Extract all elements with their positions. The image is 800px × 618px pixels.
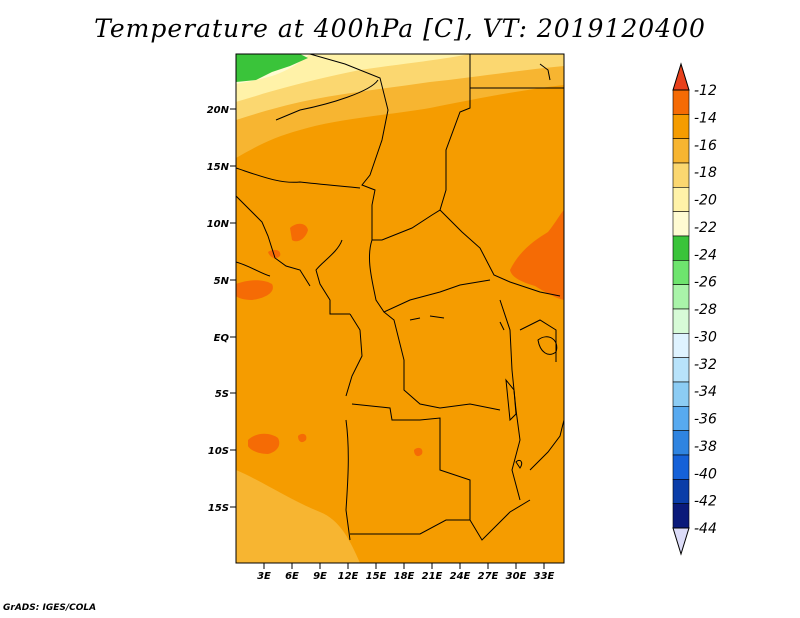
field-patch-angola [248, 433, 280, 454]
lake-marker-1 [515, 459, 523, 469]
colorbar-label: -38 [694, 439, 717, 455]
field-patch-small1 [298, 433, 307, 443]
map-title: Temperature at 400hPa [C], VT: 201912040… [94, 14, 706, 43]
lat-labels: 20N 15N 10N 5N EQ 5S 10S 15S [207, 105, 230, 514]
colorbar: -12 -14 -16 -18 -20 -22 -24 -26 -28 -30 -32 -34 -36 -… [672, 62, 717, 556]
field-base [236, 54, 564, 563]
lake-tanganyika [505, 378, 517, 422]
border-tanzania [529, 419, 564, 471]
border-uganda-kenya [519, 319, 557, 362]
colorbar-box [672, 430, 690, 456]
lat-label: 10N [207, 219, 230, 230]
lon-label: 18E [394, 571, 415, 582]
lon-label: 33E [534, 571, 555, 582]
colorbar-label: -40 [694, 466, 717, 482]
border-car-cameroon [369, 239, 491, 313]
colorbar-label: -18 [694, 165, 717, 181]
colorbar-box [672, 211, 690, 237]
colorbar-box [672, 381, 690, 407]
colorbar-box [672, 357, 690, 383]
border-rivers [409, 315, 505, 331]
border-coast-north [539, 63, 551, 81]
colorbar-label: -16 [694, 138, 717, 154]
colorbar-label: -22 [694, 220, 717, 236]
colorbar-label: -36 [694, 412, 717, 428]
field-sw-minus16 [236, 470, 360, 563]
colorbar-label: -26 [694, 275, 717, 291]
colorbar-box [672, 235, 690, 261]
temperature-field [236, 54, 564, 563]
lon-label: 12E [338, 571, 359, 582]
border-congo [345, 313, 363, 397]
colorbar-label: -28 [694, 302, 717, 318]
lat-label: 5S [215, 389, 229, 400]
colorbar-label: -42 [694, 494, 717, 510]
lat-label: EQ [214, 333, 230, 344]
border-angola-coast [345, 419, 351, 541]
colorbar-box [672, 187, 690, 212]
colorbar-box [672, 162, 690, 188]
lat-label: 5N [214, 276, 230, 287]
border-coast-gulf [236, 261, 271, 277]
lat-label: 20N [207, 105, 230, 116]
colorbar-label: -44 [694, 521, 717, 537]
colorbar-labels: -12 -14 -16 -18 -20 -22 -24 -26 -28 -30 -32 -34 -36 -… [694, 83, 717, 537]
lake-victoria [537, 336, 558, 355]
lat-ticks [230, 108, 236, 508]
field-patch-guinea [236, 280, 273, 300]
lon-label: 15E [366, 571, 387, 582]
colorbar-label: -30 [694, 329, 717, 345]
lat-label: 15S [208, 503, 229, 514]
colorbar-box [672, 406, 690, 431]
colorbar-label: -20 [694, 193, 717, 209]
colorbar-box [672, 503, 690, 529]
lon-label: 21E [422, 571, 443, 582]
colorbar-box [672, 260, 690, 285]
lon-label: 30E [506, 571, 527, 582]
lon-label: 6E [285, 571, 299, 582]
colorbar-box [672, 284, 690, 310]
colorbar-box [672, 89, 690, 115]
lon-ticks [263, 563, 545, 569]
lon-label: 27E [478, 571, 499, 582]
grads-credit: GrADS: IGES/COLA [3, 603, 97, 613]
colorbar-box [672, 479, 690, 504]
lat-label: 15N [207, 162, 230, 173]
colorbar-boxes [672, 89, 690, 529]
lon-label: 3E [257, 571, 271, 582]
border-namibia [350, 519, 470, 535]
colorbar-box [672, 308, 690, 334]
colorbar-label: -32 [694, 357, 717, 373]
border-drc-north [383, 311, 501, 411]
colorbar-box [672, 454, 690, 480]
field-patch-sudan [510, 210, 564, 300]
colorbar-top-arrow [672, 62, 690, 91]
colorbar-box [672, 333, 690, 358]
field-band-minus24 [236, 54, 308, 82]
colorbar-box [672, 114, 690, 139]
lon-label: 9E [313, 571, 327, 582]
border-algeria [275, 79, 379, 121]
plot-frame [235, 53, 565, 564]
field-patch-small2 [414, 447, 423, 457]
colorbar-bottom-arrow [672, 527, 690, 556]
border-west-africa [236, 195, 311, 287]
lon-label: 24E [450, 571, 471, 582]
lat-label: 10S [208, 446, 229, 457]
colorbar-label: -14 [694, 110, 717, 126]
border-car-sudan [439, 209, 561, 297]
border-sahel [236, 167, 361, 189]
border-angola [351, 403, 531, 541]
colorbar-label: -24 [694, 247, 717, 263]
field-band-minus20 [236, 54, 470, 102]
colorbar-label: -34 [694, 384, 717, 400]
border-cameroon-west [315, 239, 350, 315]
colorbar-label: -12 [694, 83, 717, 99]
country-borders [236, 54, 564, 541]
field-patch-nigeria [290, 223, 308, 242]
lon-labels: 3E 6E 9E 12E 15E 18E 21E 24E 27E 30E 33E [257, 571, 554, 582]
colorbar-box [672, 138, 690, 164]
